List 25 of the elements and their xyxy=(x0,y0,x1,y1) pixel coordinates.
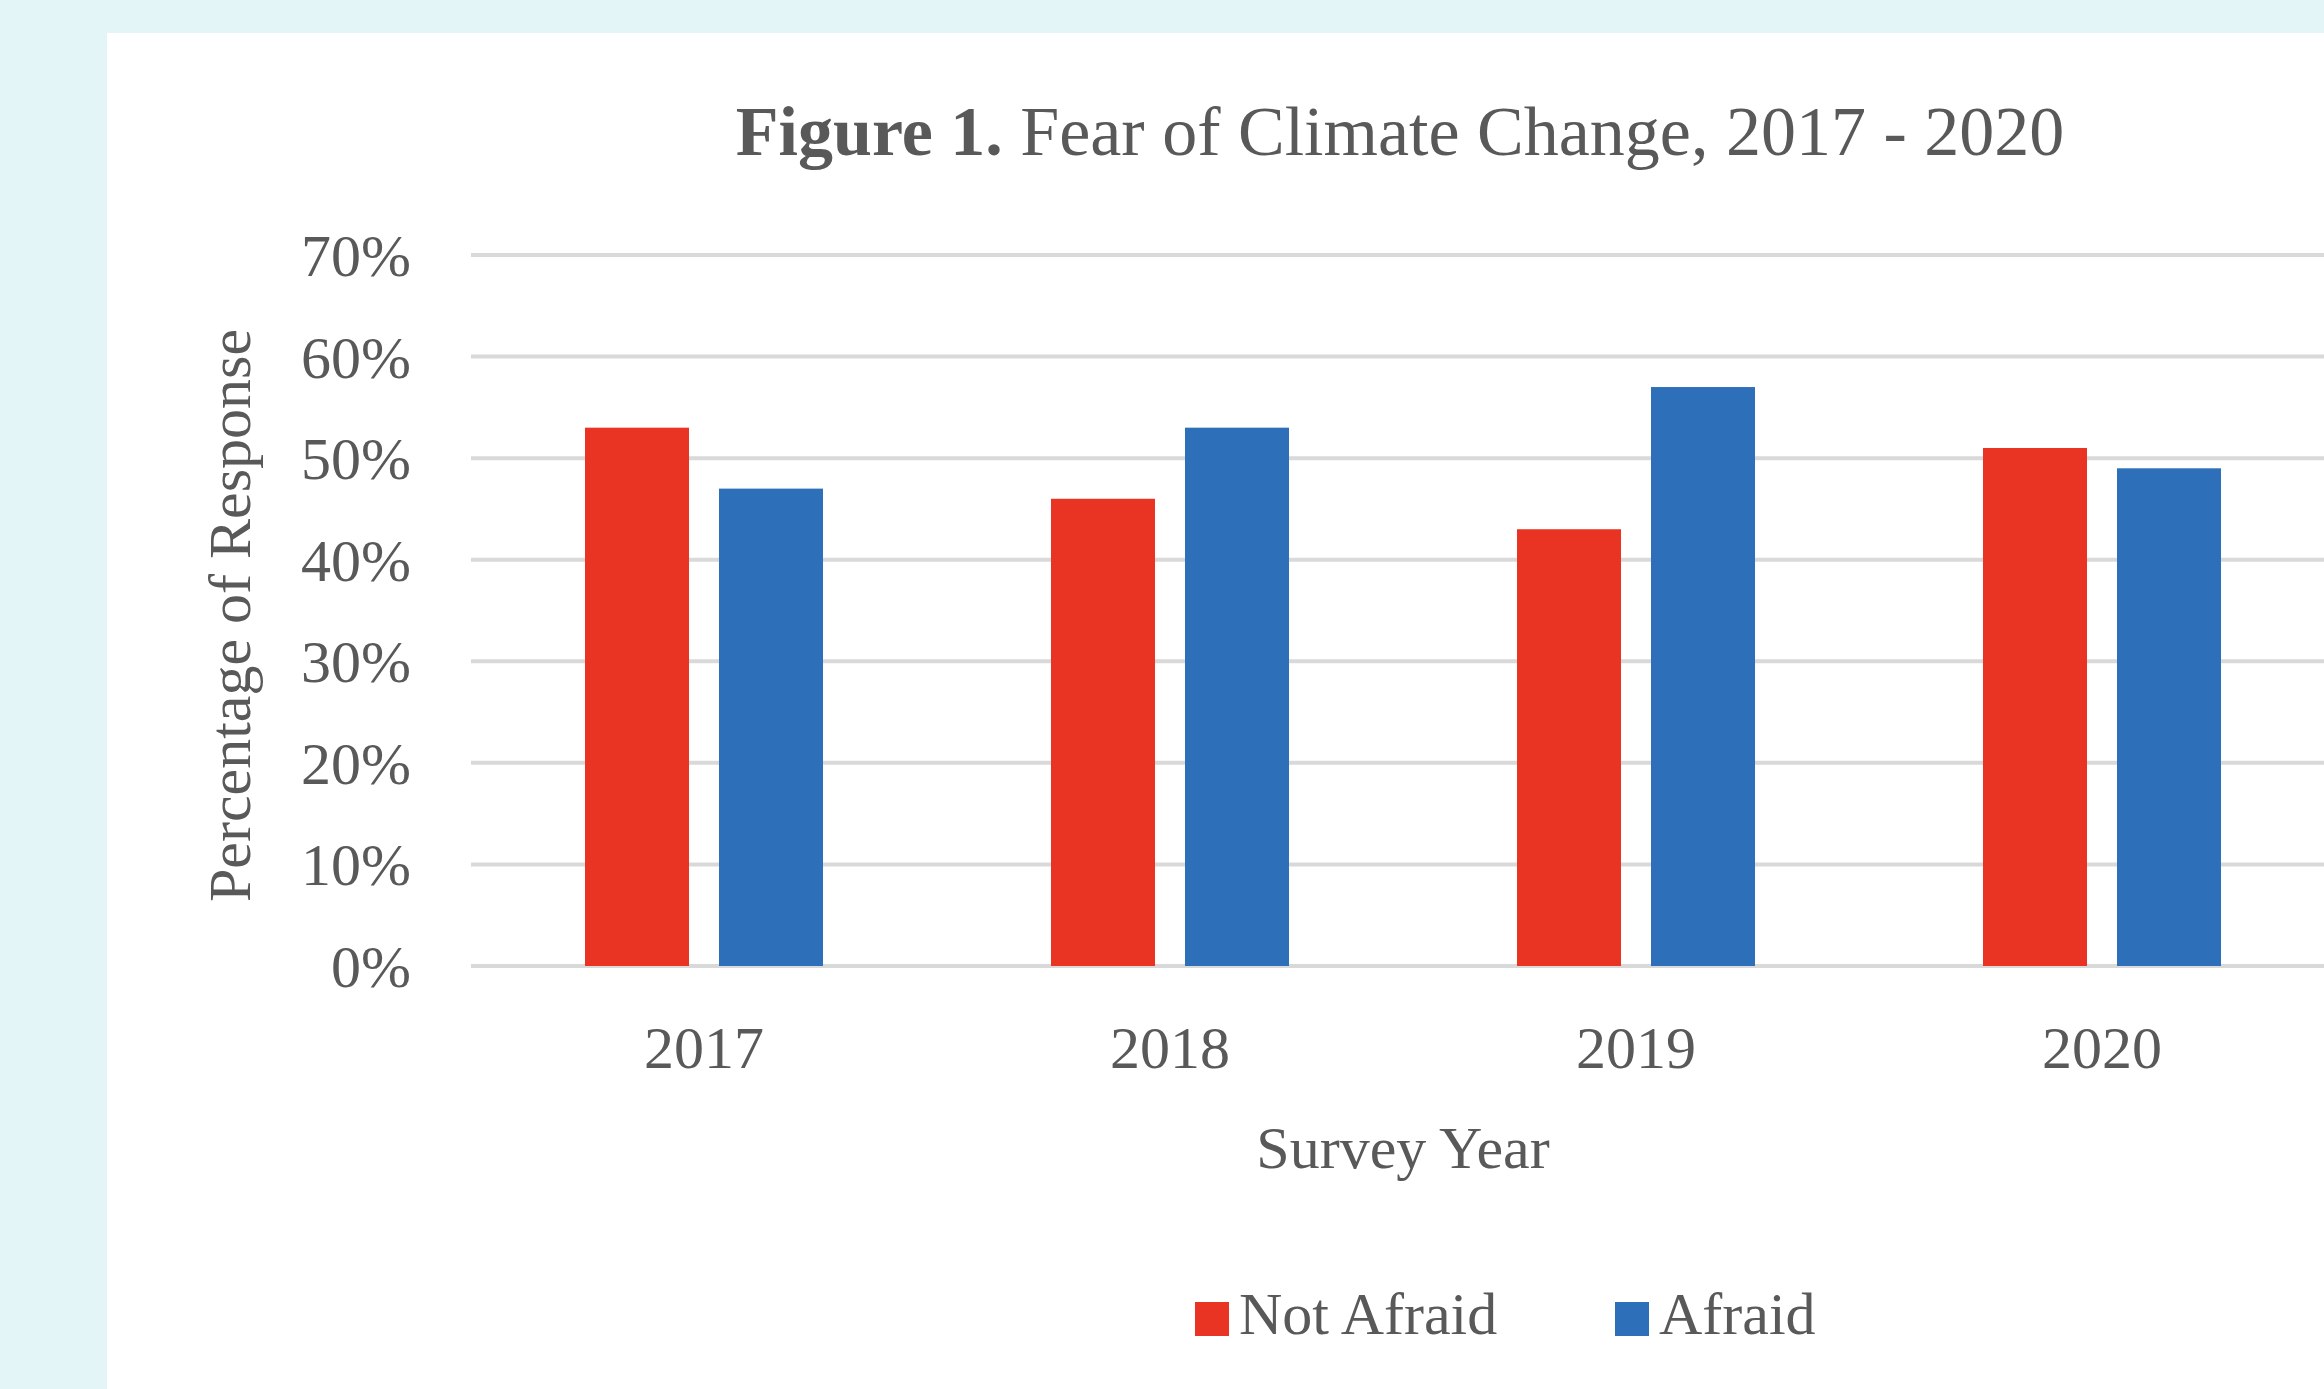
bar xyxy=(1983,447,2087,966)
x-axis-title: Survey Year xyxy=(1256,1115,1550,1181)
bar xyxy=(719,488,823,966)
x-tick-label: 2017 xyxy=(644,1015,764,1081)
y-tick-label: 30% xyxy=(301,629,411,696)
y-tick-label: 20% xyxy=(301,730,411,797)
bar xyxy=(1651,387,1755,966)
y-axis-title: Percentage of Response xyxy=(197,328,263,903)
bar xyxy=(1517,529,1621,966)
bar xyxy=(2117,468,2221,966)
y-tick-label: 0% xyxy=(331,934,411,1000)
chart-title: Figure 1. Fear of Climate Change, 2017 - 2020 xyxy=(735,93,2065,170)
y-tick-label: 70% xyxy=(301,223,411,289)
y-tick-label: 40% xyxy=(301,527,411,594)
legend-label: Afraid xyxy=(1659,1281,1816,1347)
legend-label: Not Afraid xyxy=(1239,1281,1498,1347)
y-tick-label: 10% xyxy=(301,832,411,899)
x-tick-label: 2018 xyxy=(1110,1015,1230,1081)
x-tick-label: 2020 xyxy=(2042,1015,2162,1081)
bar xyxy=(585,427,689,966)
bar xyxy=(1185,427,1289,966)
bar xyxy=(1051,498,1155,966)
y-tick-label: 50% xyxy=(301,426,411,493)
x-tick-label: 2019 xyxy=(1576,1015,1696,1081)
y-tick-label: 60% xyxy=(301,324,411,391)
